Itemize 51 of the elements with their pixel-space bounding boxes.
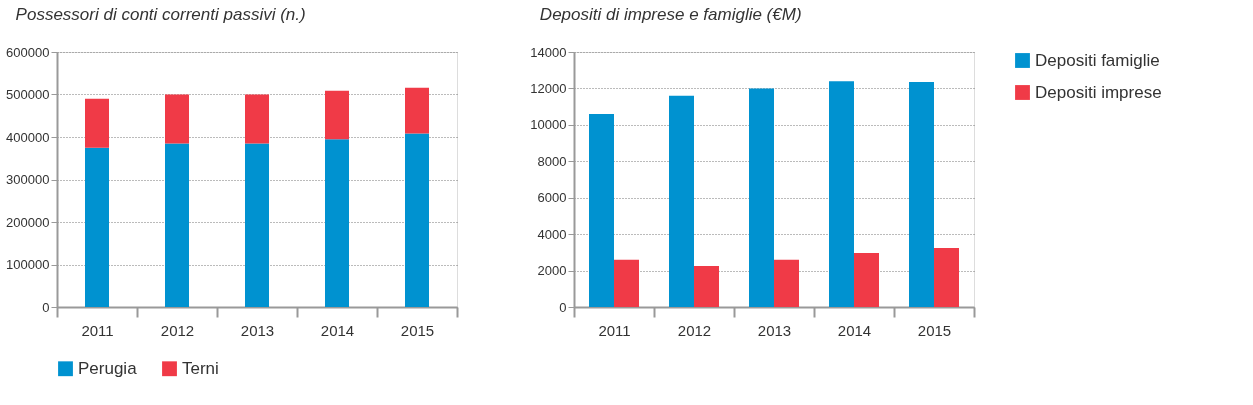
- x-tick-label: 2011: [598, 321, 631, 339]
- x-tick-label: 2012: [160, 321, 195, 339]
- bar: [589, 113, 614, 307]
- bar: [325, 90, 349, 140]
- bar: [405, 133, 429, 307]
- y-tick-label: 8000: [537, 153, 567, 169]
- bar: [165, 94, 189, 144]
- legend-label: Perugia: [78, 358, 138, 378]
- bar: [749, 88, 774, 307]
- bar: [245, 143, 269, 307]
- y-tick-label: 500000: [6, 87, 50, 102]
- y-tick-label: 0: [42, 299, 50, 315]
- bar: [669, 95, 694, 307]
- bar: [614, 259, 639, 307]
- y-tick-label: 300000: [6, 172, 50, 187]
- bar: [934, 247, 959, 307]
- y-tick-label: 200000: [6, 214, 50, 230]
- x-tick-label: 2013: [240, 321, 275, 339]
- x-tick-label: 2015: [917, 321, 952, 339]
- y-tick-label: 2000: [537, 263, 567, 279]
- bar: [85, 147, 109, 307]
- bar: [245, 94, 269, 144]
- y-tick-label: 400000: [6, 129, 50, 145]
- x-tick-label: 2013: [757, 321, 792, 339]
- bar: [829, 81, 854, 307]
- x-tick-label: 2012: [677, 321, 712, 339]
- y-tick-label: 14000: [530, 44, 567, 60]
- x-tick-label: 2011: [81, 321, 114, 339]
- bar: [774, 259, 799, 307]
- bar: [85, 98, 109, 148]
- bar: [909, 82, 934, 307]
- y-tick-label: 100000: [6, 257, 50, 272]
- legend-label: Depositi imprese: [1035, 82, 1162, 102]
- y-tick-label: 10000: [530, 117, 567, 133]
- bar: [325, 139, 349, 307]
- y-tick-label: 0: [559, 299, 567, 315]
- y-tick-label: 6000: [537, 190, 567, 206]
- bar: [694, 266, 719, 307]
- x-tick-label: 2014: [320, 321, 355, 339]
- legend-label: Depositi famiglie: [1035, 50, 1160, 70]
- bar: [854, 253, 879, 307]
- x-tick-label: 2014: [837, 321, 872, 339]
- chart-title: Depositi di imprese e famiglie (€M): [539, 5, 802, 24]
- legend-label: Terni: [182, 358, 219, 378]
- bar: [405, 87, 429, 134]
- y-tick-label: 12000: [530, 80, 567, 96]
- chart-title: Possessori di conti correnti passivi (n.): [15, 5, 306, 24]
- y-tick-label: 600000: [6, 44, 50, 60]
- y-tick-label: 4000: [537, 226, 567, 242]
- bar: [165, 143, 189, 307]
- x-tick-label: 2015: [400, 321, 435, 339]
